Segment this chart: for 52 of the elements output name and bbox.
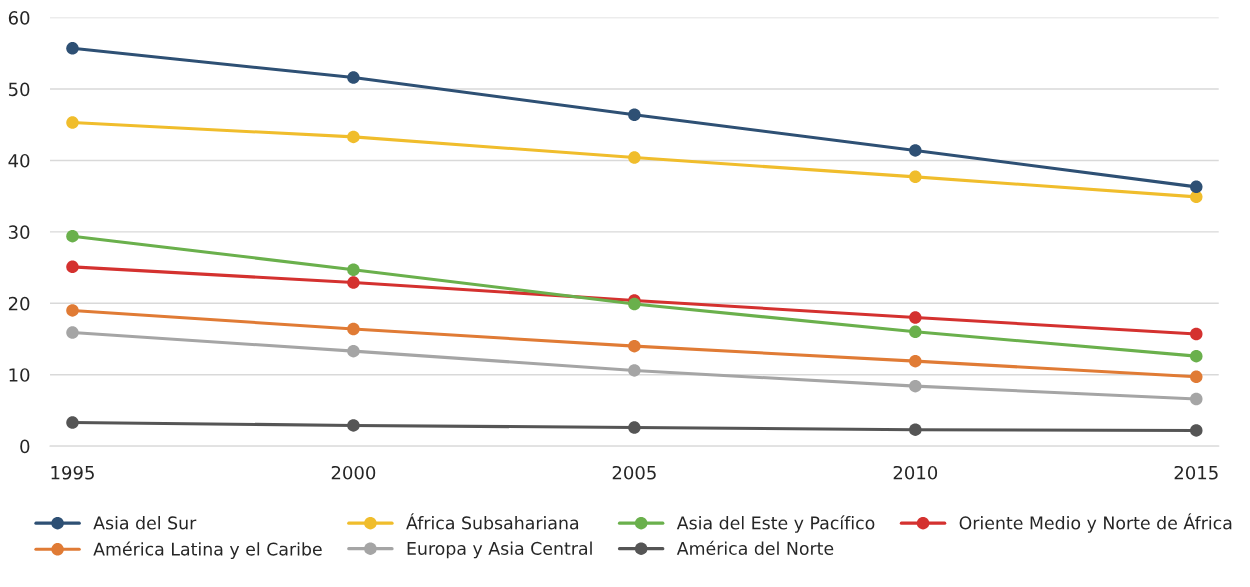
point [347,276,360,289]
point [1190,392,1203,406]
x-tick-label: 2015 [1174,465,1218,480]
x-tick-label: 1995 [51,465,94,480]
y-tick-label: 30 [8,225,30,239]
point [347,130,360,144]
point [347,263,360,276]
point [1190,327,1203,341]
point [347,322,360,336]
point [347,344,360,358]
legend-label: Asia del Este y Pacífico [676,515,875,533]
x-tick-label: 2005 [612,465,656,480]
point [66,42,79,55]
point [909,423,922,436]
point [66,229,79,243]
point [1190,370,1203,384]
point [909,170,922,184]
legend-label: Oriente Medio y Norte de África [959,513,1232,533]
y-tick-label: 60 [8,11,30,25]
point [628,108,641,121]
legend-label: Asia del Sur [93,516,197,530]
point [628,297,641,311]
legend-label: América del Norte [676,540,834,555]
point [66,260,79,274]
point [66,304,79,317]
point [347,419,360,432]
y-tick-label: 20 [8,296,30,311]
point [1190,349,1203,363]
x-tick-label: 2000 [331,465,376,480]
legend-label: América Latina y el Caribe [93,541,322,560]
point [628,421,641,434]
point [628,151,641,164]
point [1190,180,1203,194]
point [1190,424,1203,437]
point [347,71,360,84]
y-tick-label: 40 [8,153,30,168]
point [909,144,922,157]
point [909,325,922,339]
point [66,116,79,129]
point [628,339,641,353]
y-tick-label: 0 [20,439,30,454]
y-tick-label: 10 [9,368,30,382]
point [909,311,922,324]
legend-label: África Subsahariana [406,513,579,530]
legend-label: Europa y Asia Central [407,541,592,559]
point [66,326,79,339]
point [909,354,922,368]
point [66,416,79,429]
y-tick-label: 50 [8,82,30,97]
point [628,364,641,377]
x-tick-label: 2010 [893,465,938,480]
point [909,379,922,393]
